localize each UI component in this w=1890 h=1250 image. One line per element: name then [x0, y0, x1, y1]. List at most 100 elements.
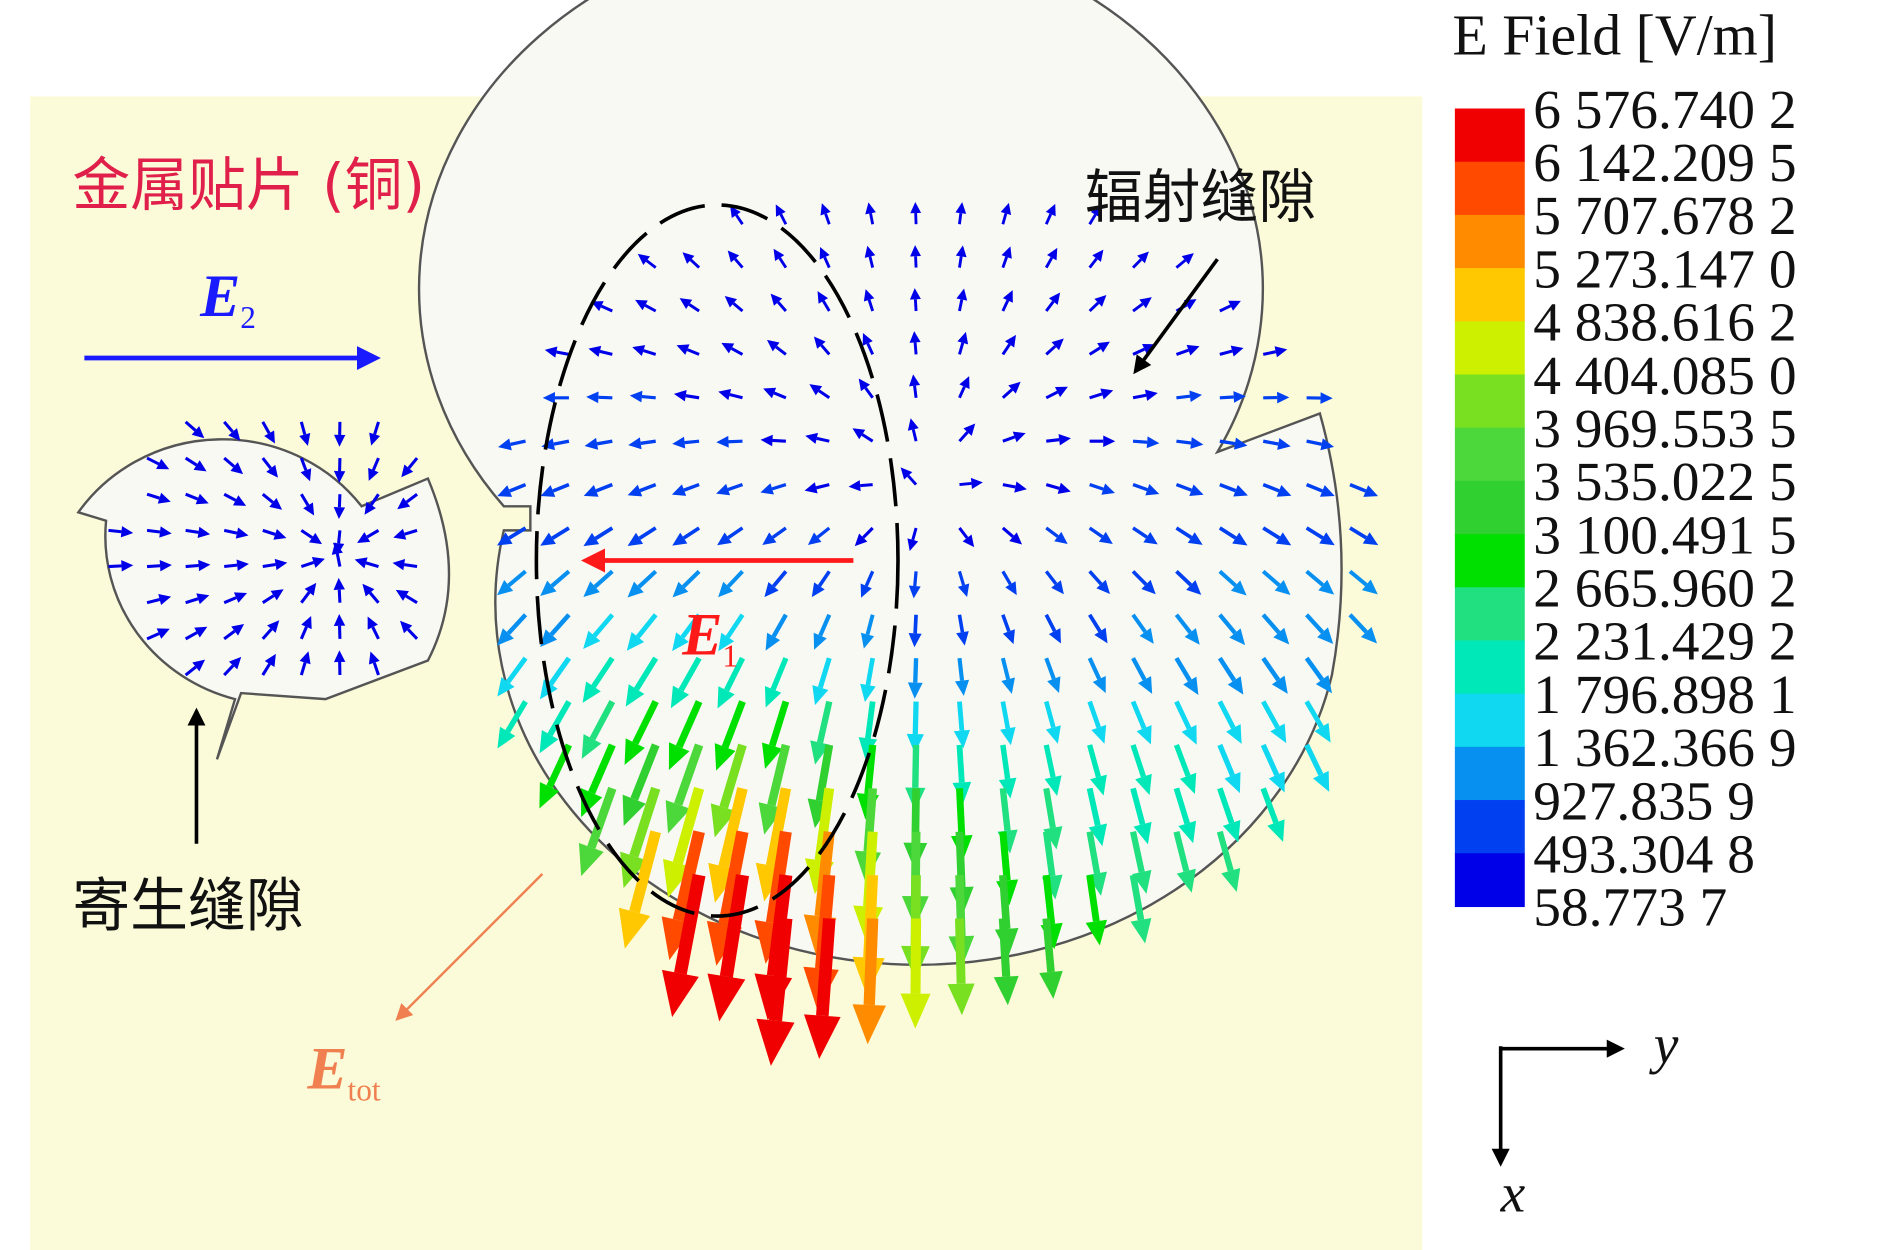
field-arrow-head: [235, 527, 249, 539]
field-arrow-shaft: [1175, 348, 1189, 356]
field-arrow-head: [1362, 532, 1379, 546]
field-arrow-head: [274, 558, 288, 571]
field-arrow-shaft: [368, 591, 380, 604]
colorbar-band: [1454, 480, 1525, 535]
field-arrow-shaft: [765, 787, 792, 867]
field-arrow-head: [807, 532, 822, 545]
field-arrow-shaft: [1176, 439, 1192, 445]
field-arrow-head: [1233, 484, 1248, 497]
field-arrow-shaft: [505, 700, 528, 733]
field-arrow-head: [862, 333, 873, 346]
field-arrow-head: [192, 659, 206, 672]
field-arrow-head: [1274, 346, 1288, 358]
field-arrow-head: [1096, 579, 1111, 595]
field-arrow-head: [721, 342, 735, 354]
field-arrow-shaft: [596, 439, 613, 446]
field-arrow-head: [264, 653, 276, 667]
field-arrow-shaft: [1042, 874, 1056, 925]
field-arrow-head: [804, 482, 818, 494]
field-arrow-shaft: [1088, 257, 1098, 269]
parasitic-slot-label: 寄生缝隙: [72, 872, 303, 940]
field-arrow-shaft: [771, 483, 787, 491]
field-arrow-head: [1092, 676, 1106, 694]
field-arrow-head: [159, 560, 172, 572]
colorbar-band: [1454, 640, 1525, 695]
field-arrow-head: [267, 620, 280, 633]
field-arrow-head: [1179, 772, 1197, 794]
field-arrow-head: [1187, 532, 1203, 545]
field-arrow-head: [1088, 823, 1108, 847]
field-arrow-shaft: [1001, 299, 1010, 312]
field-arrow-shaft: [146, 564, 161, 569]
field-arrow-head: [1186, 344, 1200, 356]
field-arrow-head: [299, 651, 311, 665]
field-arrow-shaft: [733, 258, 744, 269]
field-arrow-head: [1097, 341, 1110, 353]
field-arrow-head: [159, 526, 172, 538]
field-arrow-shaft: [1087, 744, 1102, 778]
field-arrow-shaft: [680, 613, 702, 639]
field-arrow-head: [228, 656, 242, 670]
field-arrow-head: [763, 387, 777, 399]
field-arrow-head: [299, 432, 311, 446]
field-arrow-shaft: [299, 421, 307, 435]
field-arrow-shaft: [640, 439, 656, 445]
field-arrow-head: [158, 593, 172, 606]
field-arrow-head: [1277, 391, 1290, 404]
field-arrow-shaft: [675, 700, 703, 749]
field-arrow-head: [539, 782, 560, 809]
field-arrow-shaft: [816, 436, 830, 443]
field-arrow-head: [682, 252, 695, 264]
field-arrow-shaft: [403, 563, 418, 569]
field-arrow-shaft: [1217, 743, 1235, 777]
field-arrow-shaft: [589, 700, 616, 741]
field-arrow-shaft: [223, 456, 236, 468]
field-arrow-shaft: [727, 526, 744, 540]
subscript: 2: [240, 300, 256, 335]
field-arrow-head: [848, 480, 861, 492]
field-arrow-shaft: [185, 528, 199, 534]
field-arrow-head: [156, 458, 170, 470]
field-arrow-shaft: [1046, 438, 1060, 443]
field-arrow-head: [583, 485, 599, 497]
field-arrow-head: [269, 497, 283, 510]
field-arrow-shaft: [1175, 259, 1187, 269]
field-arrow-shaft: [1000, 701, 1011, 729]
field-arrow-head: [865, 202, 876, 215]
field-arrow-shaft: [815, 744, 834, 802]
field-arrow-head: [1267, 819, 1285, 842]
field-arrow-head: [1189, 484, 1204, 496]
field-arrow-head: [497, 628, 514, 646]
field-arrow-head: [1002, 290, 1013, 303]
field-arrow-shaft: [1260, 787, 1279, 824]
field-arrow-head: [1051, 580, 1064, 595]
field-arrow-shaft: [1044, 657, 1056, 680]
field-arrow-head: [1051, 338, 1064, 351]
field-arrow-head: [497, 580, 514, 596]
field-arrow-head: [672, 632, 689, 652]
field-arrow-shaft: [550, 569, 571, 588]
field-arrow-shaft: [547, 700, 572, 737]
field-arrow-shaft: [864, 386, 874, 399]
field-arrow-head: [1009, 532, 1023, 545]
field-arrow-head: [1047, 247, 1058, 261]
field-arrow-shaft: [185, 492, 199, 501]
field-arrow-head: [760, 483, 774, 495]
field-arrow-shaft: [1130, 787, 1146, 825]
field-arrow-shaft: [261, 628, 273, 640]
colorbar-band: [1454, 321, 1525, 376]
field-arrow-shaft: [223, 492, 237, 502]
radiating-slot-label: 辐射缝隙: [1085, 163, 1316, 231]
field-arrow-head: [191, 426, 205, 439]
field-arrow-shaft: [775, 345, 787, 356]
field-arrow-shaft: [913, 571, 918, 587]
field-arrow-shaft: [224, 563, 238, 569]
field-arrow-shaft: [1132, 347, 1146, 356]
field-arrow-shaft: [1305, 526, 1324, 540]
field-arrow-shaft: [911, 527, 918, 541]
field-arrow-shaft: [507, 569, 527, 588]
field-arrow-head: [397, 497, 411, 510]
symbol: E: [681, 602, 722, 669]
field-arrow-head: [1000, 726, 1016, 746]
field-arrow-shaft: [261, 457, 272, 470]
